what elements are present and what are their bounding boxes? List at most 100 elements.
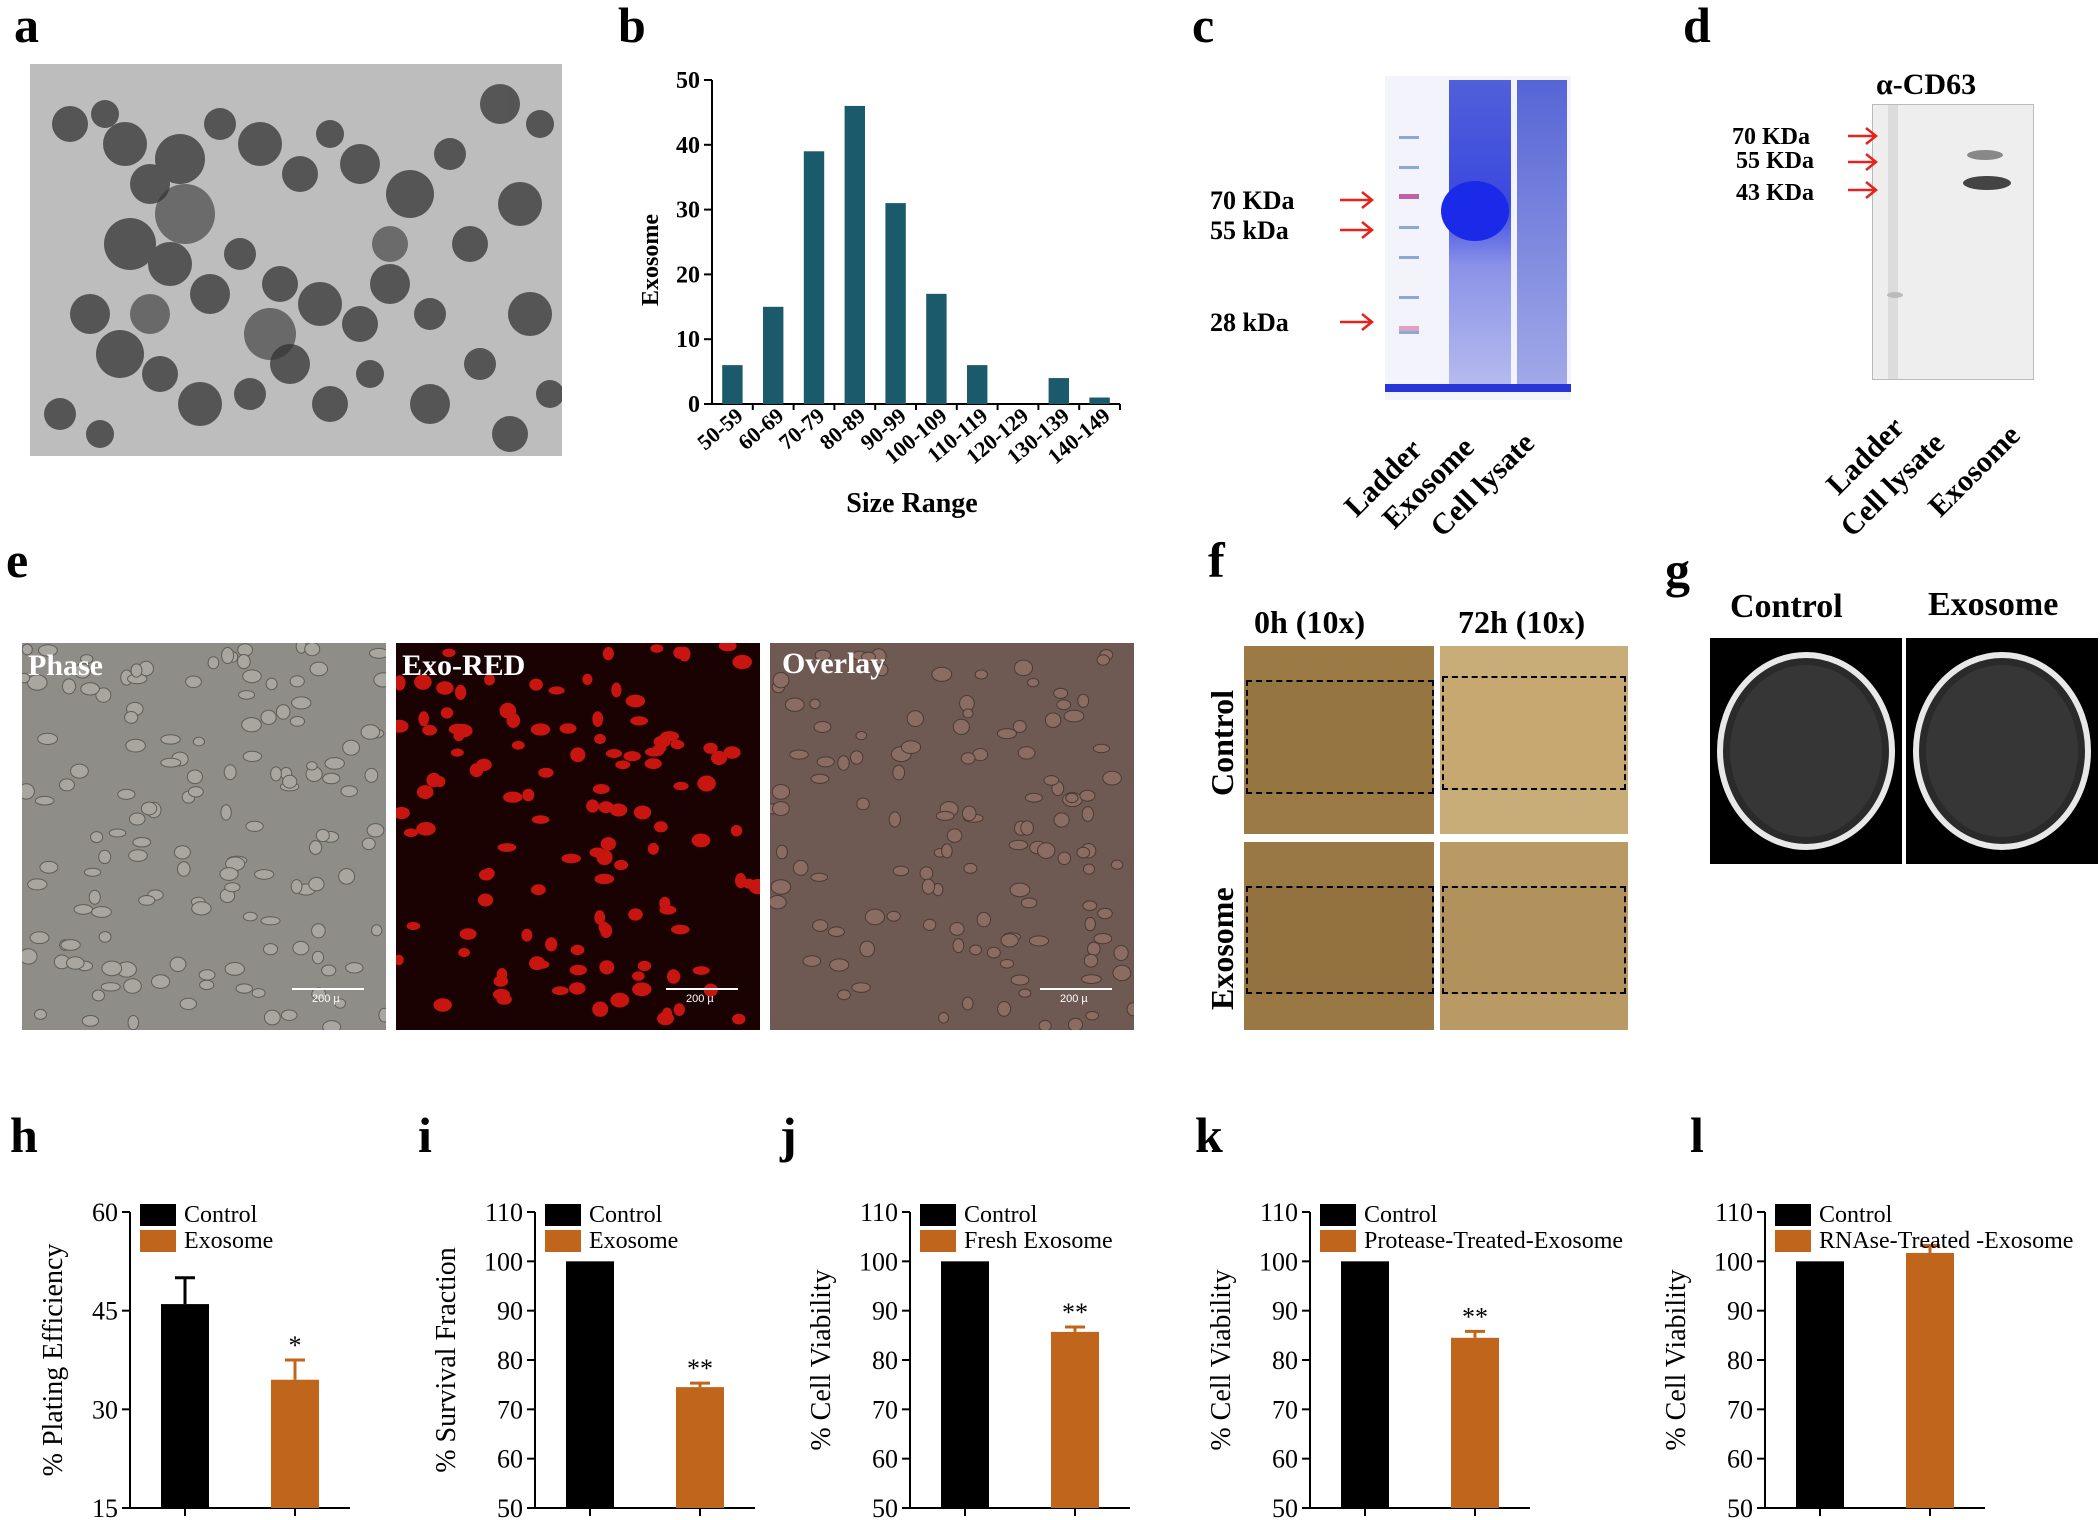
chart-l-bar (1906, 1252, 1954, 1508)
cell (592, 784, 610, 794)
blot-marker-55: 55 KDa (1736, 148, 1814, 174)
cell (784, 697, 805, 712)
cell (241, 717, 262, 733)
cell (98, 931, 112, 943)
cell (1102, 770, 1122, 786)
cell (58, 778, 75, 792)
cell (199, 979, 215, 991)
cell (306, 761, 318, 771)
cell (433, 998, 452, 1012)
cell (615, 760, 631, 770)
cell (1018, 988, 1032, 998)
cell (455, 684, 467, 700)
cell (416, 822, 436, 836)
chart-l-legend-swatch (1775, 1204, 1811, 1226)
chart-l-ytick-label: 90 (1727, 1297, 1753, 1326)
cell (191, 901, 212, 916)
chart-b-ylabel: Exosome (638, 214, 664, 306)
cell (220, 804, 232, 821)
cell (440, 707, 454, 719)
cell (275, 704, 291, 720)
cell (888, 811, 901, 828)
cell (521, 928, 533, 942)
cell (623, 751, 641, 762)
chart-b-ytick-label: 20 (676, 262, 700, 288)
cell (742, 878, 755, 889)
cell (1053, 687, 1069, 699)
chart-i-ytick-label: 50 (497, 1494, 523, 1520)
cell (1037, 842, 1056, 859)
cell (1081, 974, 1102, 985)
chart-i-ytick-label: 100 (484, 1247, 523, 1276)
cell (892, 764, 906, 781)
chart-k-ylabel: % Cell Viability (1206, 1269, 1237, 1450)
cell (598, 921, 610, 934)
cell (396, 954, 404, 966)
cell (816, 756, 835, 768)
cell (559, 723, 577, 734)
cell (1096, 654, 1110, 666)
cell (570, 944, 585, 956)
cell (242, 750, 263, 763)
chart-b-xlabel: Size Range (846, 488, 977, 519)
cell (1013, 659, 1033, 677)
cell (671, 924, 690, 935)
micrograph-label-phase: Phase (28, 649, 103, 682)
wound-col-72h: 72h (10x) (1458, 604, 1586, 640)
cell (530, 723, 551, 736)
wound-gap (1246, 886, 1434, 994)
chart-l-bar (1796, 1261, 1844, 1508)
cell (772, 801, 790, 817)
cell (1097, 907, 1113, 920)
scale-bar-label: 200 µ (1060, 993, 1088, 1005)
tem-micrograph (30, 64, 562, 456)
cell (416, 785, 434, 800)
cell (730, 825, 743, 837)
cell (974, 669, 989, 680)
chart-k-legend-label: Control (1364, 1202, 1438, 1228)
cell (1112, 964, 1132, 982)
cell (309, 661, 329, 677)
cell (538, 767, 554, 778)
chart-h-ytick-label: 15 (92, 1494, 118, 1520)
cell (703, 983, 718, 997)
cell (442, 648, 456, 658)
cell (260, 709, 277, 726)
cell (614, 859, 629, 871)
cell (673, 781, 689, 791)
cell (406, 922, 421, 930)
chart-h-legend-label: Control (184, 1202, 258, 1228)
cell (630, 716, 648, 726)
chart-l-legend-swatch (1775, 1230, 1811, 1252)
cell (610, 992, 630, 1008)
cell (792, 859, 809, 876)
cell (1092, 743, 1110, 754)
chart-j-ytick-label: 50 (872, 1494, 898, 1520)
chart-i-significance: ** (687, 1354, 713, 1383)
cell (1000, 933, 1019, 948)
chart-i-legend-swatch (545, 1230, 581, 1252)
chart-k-bar (1341, 1261, 1389, 1508)
cell (814, 649, 831, 661)
tem-particles (30, 64, 562, 456)
cell (1053, 812, 1070, 828)
cell (100, 982, 121, 992)
cell (1009, 882, 1031, 898)
chart-b-ytick-label: 30 (676, 198, 700, 224)
cell (434, 776, 446, 788)
chart-l-legend-label: Control (1819, 1202, 1893, 1228)
cell (529, 956, 546, 971)
wound-row-control: Control (1204, 689, 1240, 796)
micrograph-overlay: Overlay 200 µ (770, 643, 1134, 1030)
cell (493, 975, 509, 987)
blot-arrows (1848, 127, 1879, 199)
chart-b-bar (967, 365, 988, 404)
cell (130, 663, 143, 678)
cell (484, 673, 495, 686)
cell (291, 696, 312, 710)
cell (366, 823, 385, 838)
chart-k-legend-swatch (1320, 1204, 1356, 1226)
chart-i-ytick-label: 110 (485, 1198, 523, 1227)
cell (290, 879, 303, 894)
